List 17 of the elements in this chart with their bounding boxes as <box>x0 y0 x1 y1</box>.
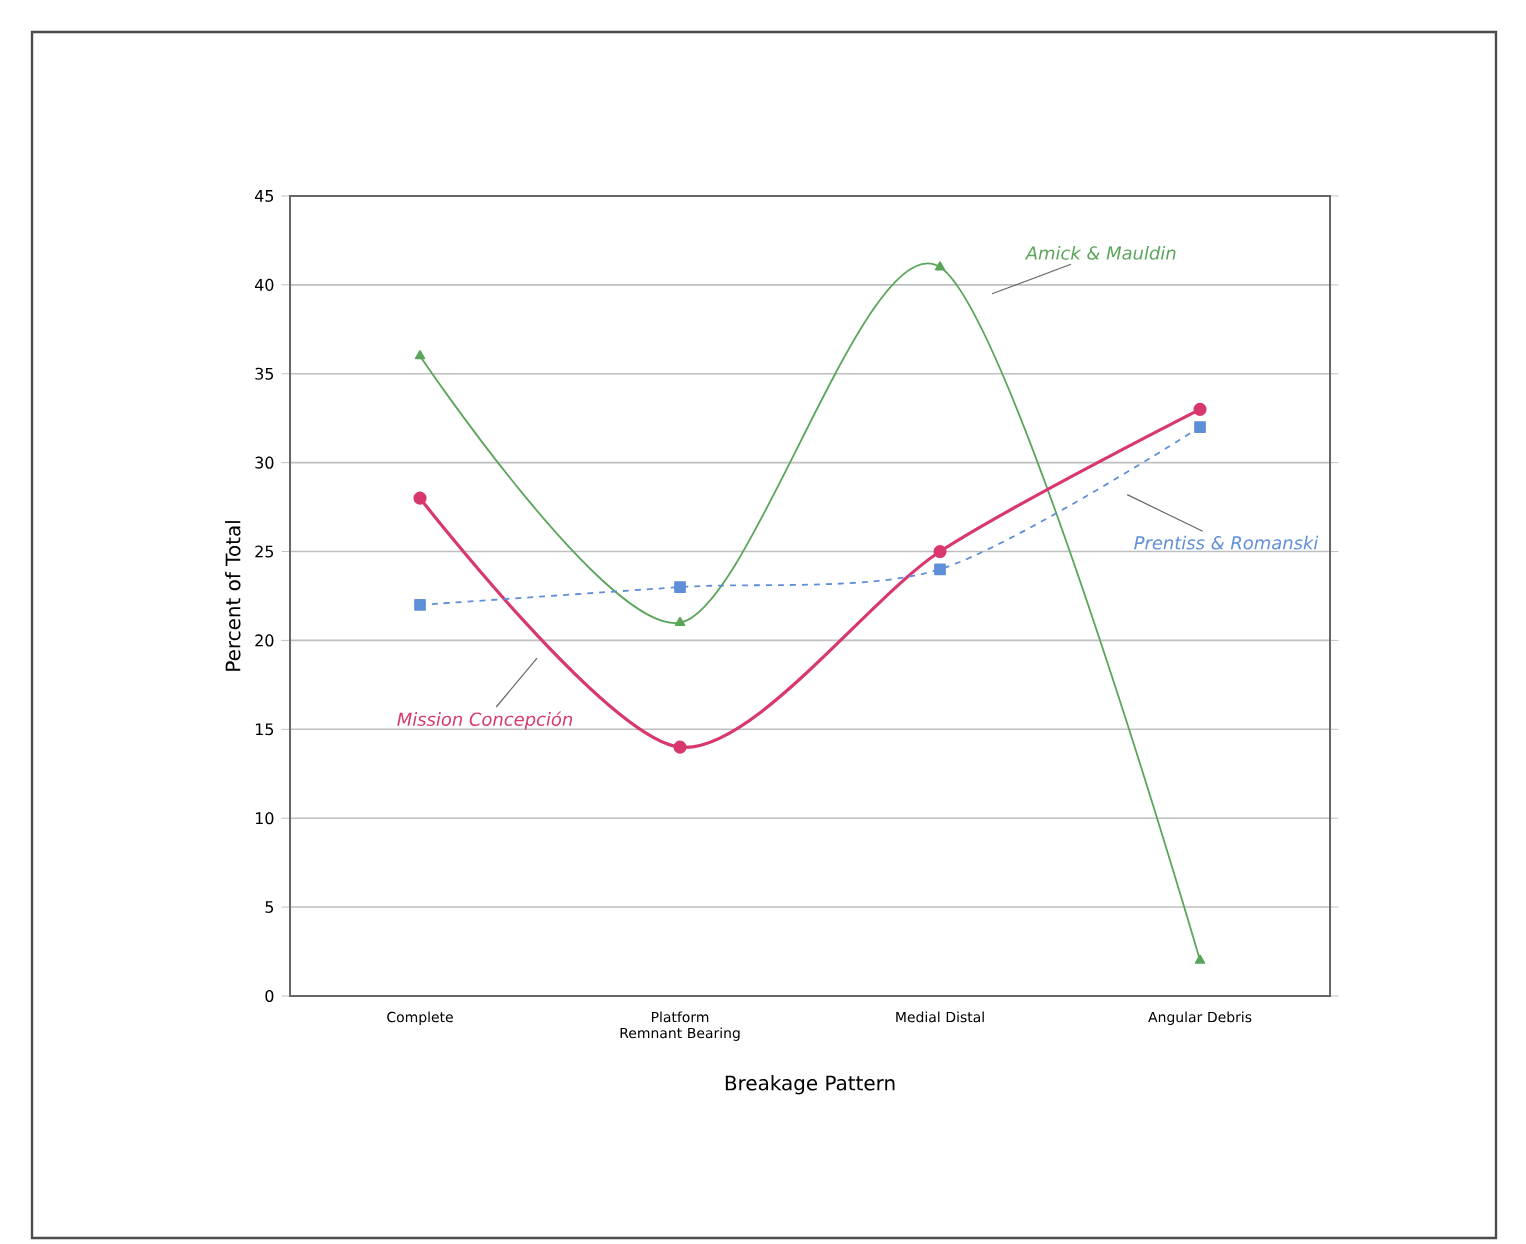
text: Amick & Mauldin <box>1024 245 1176 260</box>
point <box>413 491 427 505</box>
text: Prentiss & Romanski <box>1134 535 1319 550</box>
y-axis-title: Percent of Total <box>225 521 241 671</box>
x-axis-title: Breakage Pattern <box>725 1075 895 1095</box>
point <box>674 616 686 627</box>
point <box>1193 402 1207 416</box>
point <box>1194 954 1206 964</box>
point <box>673 740 687 754</box>
point <box>1194 421 1206 433</box>
point <box>674 581 686 593</box>
point <box>414 598 426 611</box>
point <box>934 563 946 576</box>
point <box>934 261 946 271</box>
point <box>933 544 947 559</box>
series-label: Mission Concepción <box>397 711 573 730</box>
point <box>414 350 426 360</box>
